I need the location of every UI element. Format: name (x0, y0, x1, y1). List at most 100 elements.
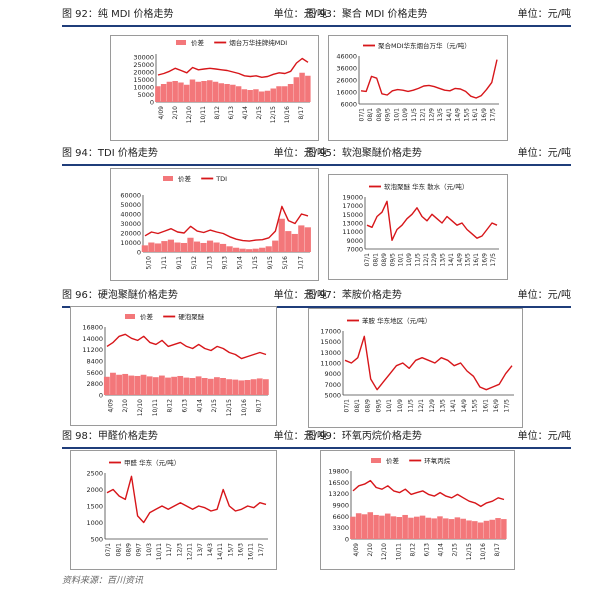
x-tick-label: 9/11 (176, 256, 183, 270)
spread-bar (165, 377, 171, 395)
spread-bar (262, 379, 269, 395)
spread-bar (166, 81, 173, 102)
spread-bar (425, 517, 432, 539)
panel-fig96: 图 96：硬泡聚醚价格走势 单位：元/吨 0 2800 5600 8400 11200 14… (62, 289, 327, 429)
spread-bar (207, 378, 214, 395)
y-tick-label: 2000 (86, 486, 103, 494)
legend-swatch-bar (163, 176, 173, 181)
y-tick-label: 60000 (120, 192, 141, 200)
source-note: 资料来源：百川资讯 (62, 576, 144, 586)
price-line (106, 475, 267, 524)
x-tick-label: 17/5 (490, 108, 497, 122)
x-tick-label: 8/17 (494, 543, 501, 557)
x-tick-label: 15/5 (472, 399, 479, 413)
spread-bar (232, 379, 239, 395)
price-line (360, 59, 498, 99)
chart-svg-c93: 6000 16000 26000 36000 46000 07/1 08/1 08/9 09/5… (336, 41, 499, 122)
price-line (157, 57, 309, 78)
y-tick-label: 5000 (324, 392, 341, 400)
x-tick-label: 4/14 (196, 399, 203, 413)
legend-swatch-bar (371, 458, 381, 463)
y-tick-label: 500 (91, 536, 103, 544)
y-tick-label: 16000 (336, 89, 357, 97)
y-tick-label: 16500 (328, 479, 349, 487)
x-tick-label: 08/9 (125, 543, 132, 557)
spread-bar (148, 242, 155, 252)
spread-bar (195, 376, 202, 395)
y-tick-label: 15000 (342, 211, 363, 219)
x-tick-label: 08/1 (373, 253, 380, 267)
price-line (352, 479, 505, 508)
x-tick-label: 08/9 (381, 253, 388, 267)
x-tick-label: 11/5 (411, 108, 418, 122)
spread-bar (258, 91, 265, 102)
x-tick-label: 08/1 (354, 399, 361, 413)
x-tick-label: 08/9 (376, 108, 383, 122)
y-tick-label: 3300 (332, 524, 349, 532)
spread-bar (270, 88, 276, 102)
x-tick-label: 12/9 (431, 253, 438, 267)
x-tick-label: 14/11 (217, 543, 224, 560)
spread-bar (390, 516, 397, 539)
spread-bar (201, 378, 208, 395)
y-tick-label: 11200 (82, 346, 103, 354)
y-tick-label: 0 (345, 536, 349, 544)
price-line (106, 333, 267, 360)
spread-bar (483, 520, 490, 539)
spread-bar (201, 81, 207, 102)
spread-bar (189, 378, 196, 395)
x-tick-label: 5/16 (282, 256, 289, 270)
x-tick-label: 10/9 (406, 253, 413, 267)
spread-bar (495, 518, 501, 539)
spread-bar (379, 515, 385, 539)
panel-fig92: 图 92：纯 MDI 价格走势 单位：元/吨 0 5000 10000 15000 200… (62, 8, 327, 148)
x-tick-label: 5/12 (191, 256, 198, 270)
x-tick-label: 1/17 (297, 256, 304, 270)
y-tick-label: 2800 (86, 380, 103, 388)
title-rule (306, 25, 571, 27)
x-tick-label: 08/1 (115, 543, 122, 557)
spread-bar (285, 231, 292, 252)
chart-frame: 0 3300 6600 9900 13200 16500 19800 4/09 2/10 12/1… (320, 450, 515, 570)
x-tick-label: 14/1 (448, 253, 455, 267)
y-tick-label: 50000 (120, 201, 141, 209)
x-tick-label: 10/1 (398, 253, 405, 267)
spread-bar (219, 243, 227, 252)
y-tick-label: 6600 (332, 513, 349, 521)
spread-bar (291, 233, 298, 252)
y-tick-label: 7000 (346, 246, 363, 254)
unit-label: 单位：元/吨 (517, 9, 571, 20)
x-tick-label: 4/09 (158, 106, 165, 120)
spread-bar (244, 380, 251, 395)
x-tick-label: 4/14 (438, 543, 445, 557)
legend-label: 价差 (191, 38, 205, 47)
spread-bar (305, 75, 311, 102)
spread-bar (259, 247, 266, 252)
figure-title: 图 98：甲醛价格走势 (62, 431, 158, 442)
x-tick-label: 12/10 (137, 399, 144, 416)
x-tick-label: 16/1 (473, 253, 480, 267)
x-tick-label: 10/9 (402, 108, 409, 122)
x-tick-label: 16/11 (248, 543, 255, 560)
spread-bar (180, 242, 188, 252)
spread-bar (501, 519, 507, 539)
unit-label: 单位：元/吨 (517, 148, 571, 159)
x-tick-label: 10/11 (200, 106, 207, 123)
x-tick-label: 12/15 (270, 106, 277, 123)
spread-bar (167, 239, 175, 252)
y-tick-label: 25000 (133, 61, 154, 69)
spread-bar (238, 380, 245, 395)
x-tick-label: 14/9 (461, 399, 468, 413)
x-tick-label: 16/9 (481, 108, 488, 122)
x-tick-label: 14/9 (455, 108, 462, 122)
figure-title: 图 93：聚合 MDI 价格走势 (306, 9, 428, 20)
x-tick-label: 15/5 (465, 253, 472, 267)
y-tick-label: 5600 (86, 369, 103, 377)
panel-fig95: 图 95：软泡聚醚价格走势 单位：元/吨 7000 9000 11000 13000 15… (306, 147, 571, 287)
x-tick-label: 5/14 (237, 256, 244, 270)
legend-label: TDI (215, 175, 227, 183)
x-tick-label: 07/1 (364, 253, 371, 267)
legend-label: 甲醛 华东（元/吨） (124, 458, 180, 467)
legend-label: 价差 (386, 456, 400, 465)
